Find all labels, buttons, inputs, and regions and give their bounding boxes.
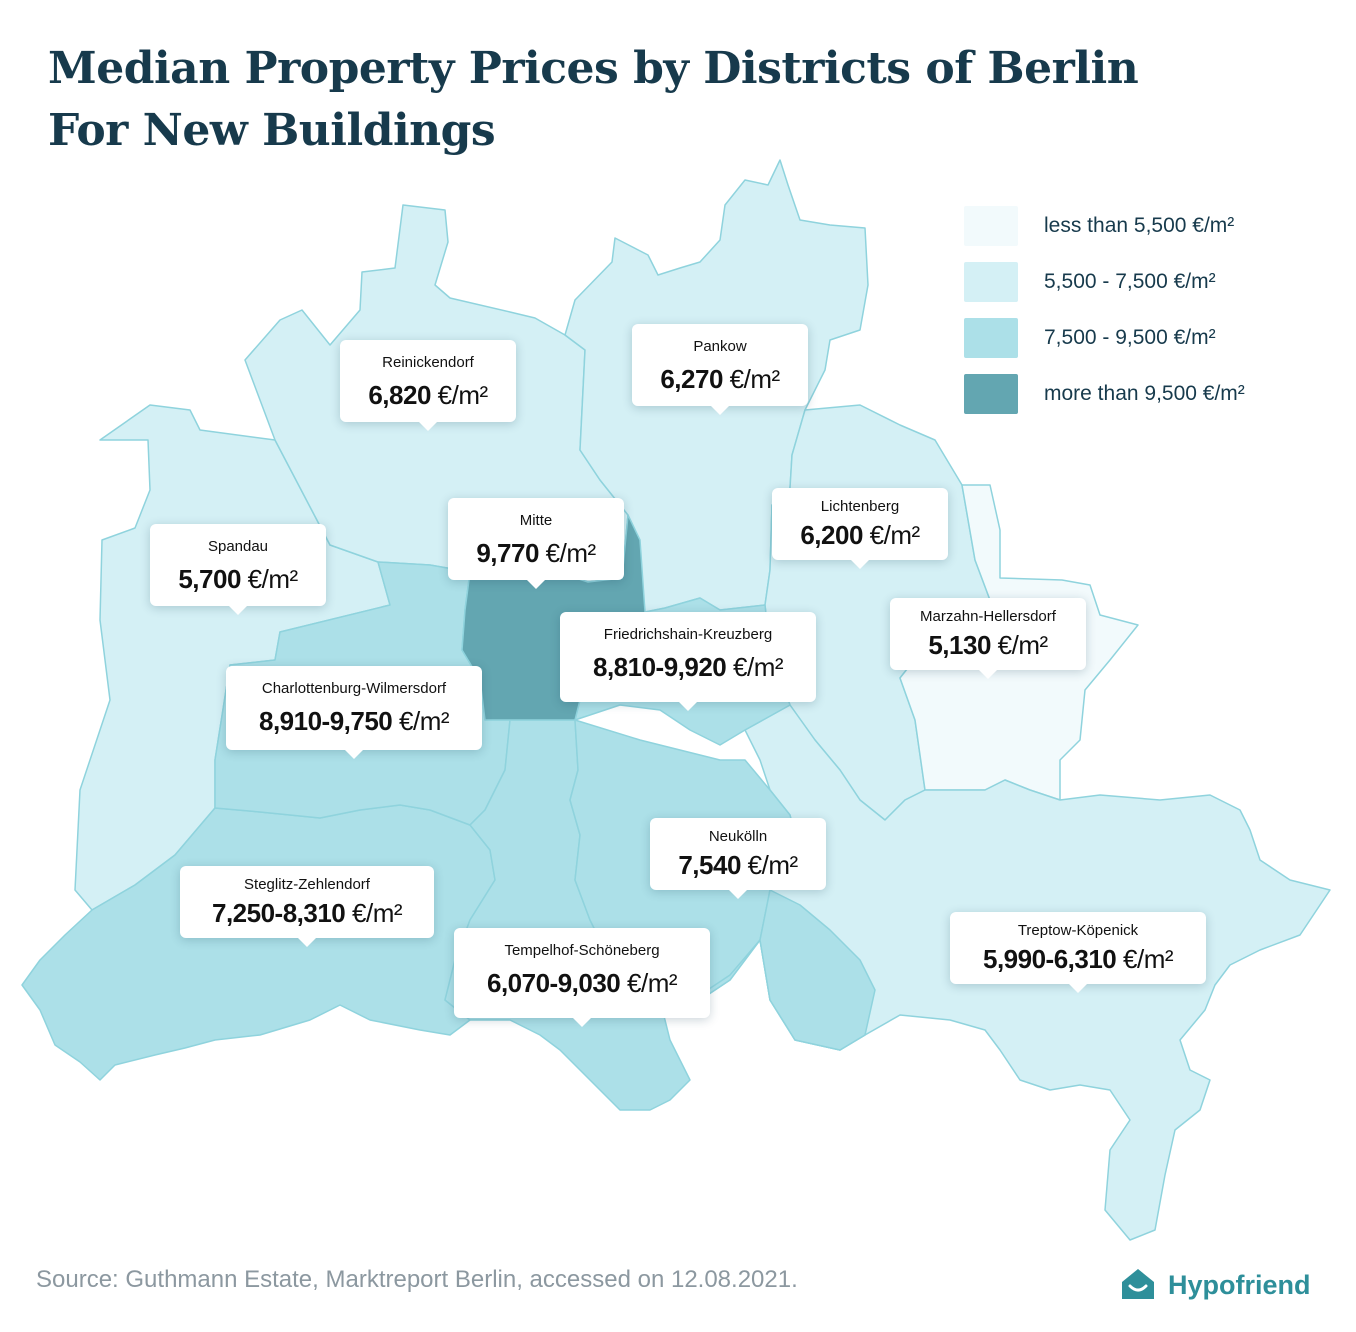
house-icon [1122,1269,1154,1299]
district-name: Neukölln [708,828,768,845]
district-name: Treptow-Köpenick [1017,922,1139,939]
price-unit: €/m² [352,898,403,928]
district-price: 5,700 €/m² [150,562,326,596]
price-value: 5,130 [928,630,991,660]
source-note: Source: Guthmann Estate, Marktreport Ber… [36,1266,798,1293]
price-unit: €/m² [399,706,450,736]
callout-reinickendorf: Reinickendorf 6,820 €/m² [340,340,516,431]
district-name: Spandau [207,538,269,555]
district-neukoelln-south [659,889,876,1051]
legend-label: less than 5,500 €/m² [1044,214,1235,237]
district-price: 6,820 €/m² [340,378,516,412]
price-value: 9,770 [476,538,539,568]
title-line-1: Median Property Prices by Districts of B… [48,43,1139,94]
district-price: 5,990-6,310 €/m² [950,942,1206,976]
price-unit: €/m² [869,520,921,550]
legend-swatch [964,206,1018,246]
callout-charlottenburg-wilmersdorf: Charlottenburg-Wilmersdorf 8,910-9,750 €… [226,666,482,759]
district-price: 8,910-9,750 €/m² [226,704,482,738]
legend-item-7500-9500: 7,500 - 9,500 €/m² [964,318,1344,358]
callout-marzahn-hellersdorf: Marzahn-Hellersdorf 5,130 €/m² [890,598,1086,679]
district-name: Tempelhof-Schöneberg [504,942,660,959]
price-unit: €/m² [997,630,1049,660]
district-price: 6,070-9,030 €/m² [454,966,710,1000]
brand-name: Hypofriend [1168,1270,1311,1300]
district-price: 7,540 €/m² [650,848,826,882]
legend-swatch [964,374,1018,414]
district-price: 9,770 €/m² [448,536,624,570]
price-unit: €/m² [545,538,597,568]
callout-lichtenberg: Lichtenberg 6,200 €/m² [772,488,948,569]
legend-item-gt9500: more than 9,500 €/m² [964,374,1344,414]
price-value: 6,200 [800,520,863,550]
district-price: 8,810-9,920 €/m² [560,650,816,684]
district-name: Marzahn-Hellersdorf [920,608,1056,625]
price-unit: €/m² [247,564,299,594]
callout-friedrichshain-kreuzberg: Friedrichshain-Kreuzberg 8,810-9,920 €/m… [560,612,816,711]
legend-label: 7,500 - 9,500 €/m² [1044,326,1216,349]
title-line-2: For New Buildings [48,105,496,156]
callout-steglitz-zehlendorf: Steglitz-Zehlendorf 7,250-8,310 €/m² [180,866,434,947]
district-name: Reinickendorf [382,354,474,371]
price-value: 7,250-8,310 [211,898,346,928]
callout-spandau: Spandau 5,700 €/m² [150,524,326,615]
price-value: 6,070-9,030 [486,968,621,998]
legend-label: more than 9,500 €/m² [1044,382,1245,405]
price-value: 5,700 [178,564,241,594]
legend-item-lt5500: less than 5,500 €/m² [964,206,1344,246]
price-unit: €/m² [1123,944,1174,974]
callout-tempelhof-schoeneberg: Tempelhof-Schöneberg 6,070-9,030 €/m² [454,928,710,1027]
district-name: Pankow [693,338,747,355]
district-name: Steglitz-Zehlendorf [244,876,370,893]
price-value: 6,820 [368,380,431,410]
legend-swatch [964,262,1018,302]
price-value: 8,810-9,920 [592,652,727,682]
legend-label: 5,500 - 7,500 €/m² [1044,270,1216,293]
callout-treptow-koepenick: Treptow-Köpenick 5,990-6,310 €/m² [950,912,1206,993]
price-value: 5,990-6,310 [982,944,1117,974]
price-value: 8,910-9,750 [258,706,393,736]
price-unit: €/m² [437,380,489,410]
district-name: Friedrichshain-Kreuzberg [603,626,773,643]
chart-title: Median Property Prices by Districts of B… [48,38,1139,162]
district-name: Charlottenburg-Wilmersdorf [261,680,447,697]
district-price: 6,270 €/m² [632,362,808,396]
callout-pankow: Pankow 6,270 €/m² [632,324,808,415]
legend-item-5500-7500: 5,500 - 7,500 €/m² [964,262,1344,302]
price-unit: €/m² [733,652,784,682]
legend-swatch [964,318,1018,358]
district-price: 7,250-8,310 €/m² [180,896,434,930]
callout-mitte: Mitte 9,770 €/m² [448,498,624,589]
district-price: 6,200 €/m² [772,518,948,552]
price-value: 6,270 [660,364,723,394]
price-value: 7,540 [678,850,741,880]
price-unit: €/m² [747,850,799,880]
callout-neukoelln: Neukölln 7,540 €/m² [650,818,826,899]
district-price: 5,130 €/m² [890,628,1086,662]
district-name: Lichtenberg [820,498,900,515]
price-unit: €/m² [729,364,781,394]
district-name: Mitte [519,512,553,529]
price-unit: €/m² [627,968,678,998]
